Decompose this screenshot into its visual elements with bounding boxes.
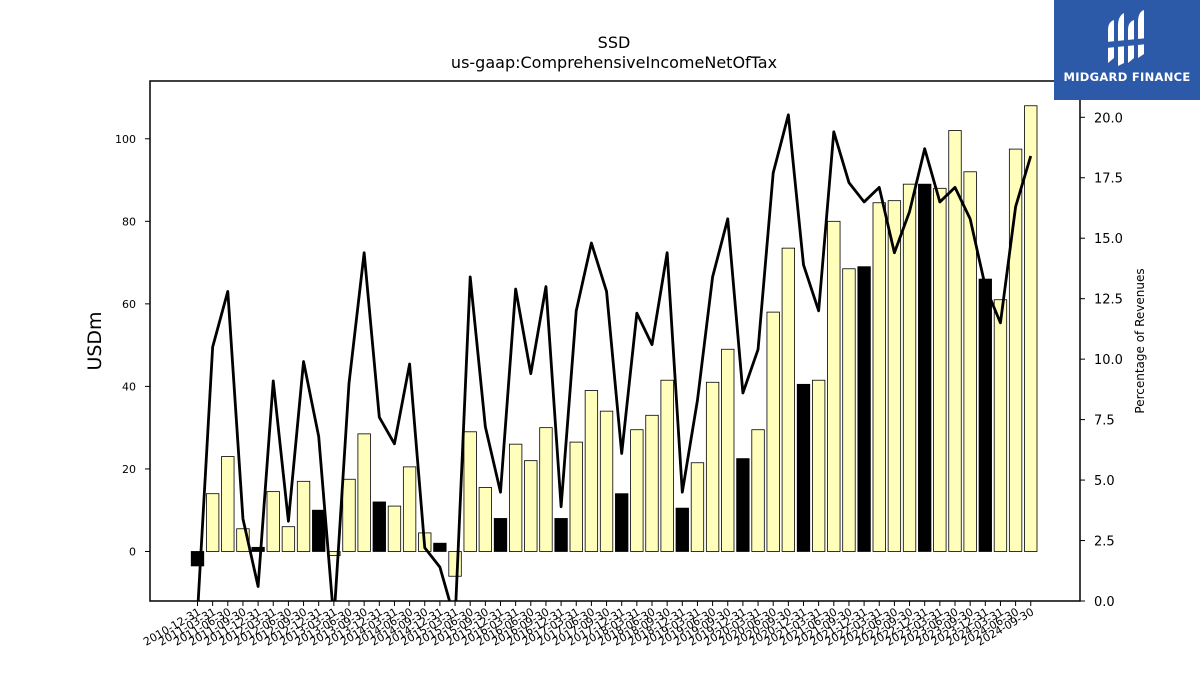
bar-2011-12-31 xyxy=(251,546,265,552)
bar-series xyxy=(190,105,1038,577)
y2-tick-label: 7.5 xyxy=(1094,414,1115,429)
bar-2016-12-31 xyxy=(554,518,568,552)
bar-2014-06-30 xyxy=(402,466,417,552)
bar-2011-03-31 xyxy=(205,493,220,552)
bar-2018-09-30 xyxy=(660,379,674,552)
y-tick-label: 60 xyxy=(122,298,136,311)
x-axis: 2010-12-312011-03-312011-06-302011-09-30… xyxy=(141,601,1036,649)
y2-tick-label: 17.5 xyxy=(1094,172,1123,187)
bar-2024-03-31 xyxy=(993,299,1008,552)
y2-tick-label: 0.0 xyxy=(1094,595,1115,610)
bar-2012-09-30 xyxy=(296,480,311,552)
bar-2021-06-30 xyxy=(827,220,841,552)
bar-2015-09-30 xyxy=(478,487,493,552)
bar-2021-03-31 xyxy=(812,379,826,552)
bar-2013-12-31 xyxy=(372,501,386,552)
bar-2019-06-30 xyxy=(705,381,720,552)
bar-2018-03-31 xyxy=(630,429,644,552)
y2-tick-label: 2.5 xyxy=(1094,535,1115,550)
bar-2021-09-30 xyxy=(842,268,856,552)
y2-tick-label: 15.0 xyxy=(1094,232,1123,247)
bar-2015-12-31 xyxy=(493,518,508,552)
bar-2019-12-31 xyxy=(736,458,750,552)
bar-2024-09-30 xyxy=(1024,105,1038,552)
y-tick-label: 40 xyxy=(122,380,136,393)
bar-2012-12-31 xyxy=(312,509,326,552)
chart-title: SSD xyxy=(598,33,631,52)
bar-2016-06-30 xyxy=(524,460,538,552)
bar-2013-06-30 xyxy=(342,478,356,552)
brand-logo: MIDGARD FINANCE xyxy=(1054,0,1200,100)
y2-tick-label: 5.0 xyxy=(1094,474,1115,489)
y-tick-label: 20 xyxy=(122,463,136,476)
bar-2024-06-30 xyxy=(1008,148,1023,552)
bar-2016-09-30 xyxy=(539,427,553,552)
bar-2020-03-31 xyxy=(751,429,765,552)
plot-frame xyxy=(149,80,1081,602)
y2-tick-label: 12.5 xyxy=(1094,293,1123,308)
bar-2017-09-30 xyxy=(599,410,614,552)
line-series xyxy=(196,113,1033,601)
y-axis-label: USDm xyxy=(84,311,106,370)
y-tick-label: 100 xyxy=(115,133,136,146)
bar-2023-09-30 xyxy=(963,171,977,552)
bar-2022-03-31 xyxy=(872,202,886,552)
y2-tick-label: 20.0 xyxy=(1094,111,1123,126)
bar-2021-12-31 xyxy=(857,266,871,552)
bar-2020-12-31 xyxy=(796,383,811,552)
bar-2020-09-30 xyxy=(781,247,795,552)
chart-subtitle: us-gaap:ComprehensiveIncomeNetOfTax xyxy=(451,53,777,72)
bar-2023-03-31 xyxy=(933,187,947,552)
bar-2023-06-30 xyxy=(948,130,962,552)
bar-2022-09-30 xyxy=(902,183,917,552)
bar-2018-12-31 xyxy=(675,507,689,552)
y-axis-left: 0 20 40 60 80 100 xyxy=(115,133,150,558)
bar-2017-03-31 xyxy=(569,441,583,552)
bar-2023-12-31 xyxy=(978,278,992,552)
bar-2020-06-30 xyxy=(766,311,780,552)
bar-2022-12-31 xyxy=(918,183,932,552)
bar-2019-03-31 xyxy=(690,462,705,552)
bar-2011-06-30 xyxy=(221,456,235,552)
bar-2015-06-30 xyxy=(463,431,477,552)
bar-2014-03-31 xyxy=(387,505,402,552)
bar-2014-12-31 xyxy=(433,542,447,552)
brand-name: MIDGARD FINANCE xyxy=(1063,70,1191,84)
bar-2017-06-30 xyxy=(584,390,599,552)
bar-2016-03-31 xyxy=(508,443,523,552)
bar-2012-03-31 xyxy=(266,491,280,552)
bar-2017-12-31 xyxy=(615,493,629,552)
bar-2013-09-30 xyxy=(357,433,371,552)
bar-2012-06-30 xyxy=(281,526,296,552)
bar-2018-06-30 xyxy=(645,414,659,552)
y-tick-label: 80 xyxy=(122,215,136,228)
y-axis-right: 0.0 2.5 5.0 7.5 10.0 12.5 15.0 17.5 20.0 xyxy=(1080,111,1123,610)
bar-2022-06-30 xyxy=(887,200,902,552)
midgard-logo-icon xyxy=(1106,10,1148,66)
y2-axis-label: Percentage of Revenues xyxy=(1133,268,1147,413)
y2-tick-label: 10.0 xyxy=(1094,353,1123,368)
ratio-line xyxy=(196,113,1033,601)
bar-2015-03-31 xyxy=(448,551,462,577)
y-tick-label: 0 xyxy=(129,545,136,558)
bar-2019-09-30 xyxy=(721,348,735,552)
